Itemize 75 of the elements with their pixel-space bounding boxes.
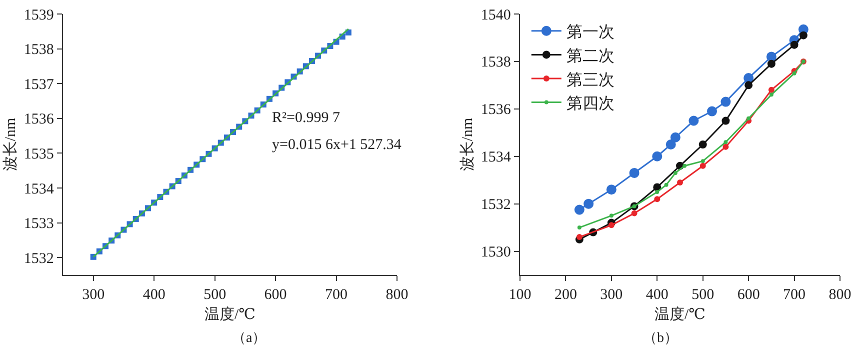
x-tick-label: 400 [646,287,668,304]
point [799,31,808,40]
point [724,140,728,144]
y-tick-label: 1532 [480,197,511,214]
point [682,164,687,168]
point [792,71,796,76]
y-tick-label: 1534 [480,150,512,166]
x-tick-label: 300 [82,287,105,304]
text: （b） [643,331,678,346]
x-tick-label: 600 [264,287,287,304]
point [664,182,668,187]
point [666,140,676,150]
point [629,168,640,178]
x-tick-label: 500 [204,287,226,304]
x-tick-label: 700 [783,287,806,304]
point [584,198,594,209]
point [654,196,660,202]
point [769,92,774,97]
point [673,170,678,175]
y-tick-label: 1530 [480,244,511,261]
y-tick-label: 1533 [24,216,54,232]
y-tick-label: 1538 [24,42,54,58]
point [574,204,584,215]
point [652,151,662,162]
point [707,106,717,116]
x-tick-label: 300 [600,287,623,304]
x-tick-label: 600 [737,287,760,304]
y-tick-label: 1535 [24,146,54,162]
point [655,190,660,194]
x-tick-label: 200 [554,287,577,304]
y-axis-title: 波长/nm [459,118,476,172]
y-tick-label: 1536 [24,112,54,128]
x-axis-title: 温度/℃ [204,306,256,324]
text: （a） [232,331,266,346]
y-axis-title: 波长/nm [2,118,20,172]
point [790,40,798,49]
legend-label: 第二次 [566,48,614,65]
legend-label: 第四次 [566,96,614,113]
point [698,140,707,148]
point [670,132,680,142]
point [768,86,774,93]
y-tick-label: 1539 [24,7,54,24]
point [720,96,731,107]
point [746,116,751,120]
x-tick-label: 800 [386,287,408,304]
point [700,162,706,169]
y-tick-label: 1532 [24,250,54,267]
point [577,226,582,230]
point [700,159,705,164]
x-tick-label: 700 [325,287,348,304]
legend-label: 第一次 [566,24,614,42]
y-tick-label: 1537 [24,76,54,93]
point [609,214,614,218]
point [722,116,730,125]
legend-label: 第三次 [566,72,614,89]
y-tick-label: 1538 [480,54,511,71]
x-tick-label: 500 [692,287,714,304]
x-axis-title: 温度/℃ [654,306,706,324]
y-tick-label: 1534 [24,181,54,198]
annotation: R²=0.999 7 [272,110,340,126]
point [722,144,729,150]
annotation: y=0.015 6x+1 527.34 [272,137,402,153]
point [576,234,582,240]
y-tick-label: 1540 [480,7,511,24]
point [606,184,616,195]
point [688,116,699,126]
x-tick-label: 400 [142,287,166,304]
y-tick-label: 1536 [480,102,512,118]
point [608,222,614,228]
point [677,179,683,186]
x-tick-label: 100 [508,287,532,304]
point [744,81,753,90]
x-tick-label: 800 [828,287,852,304]
point [631,210,638,216]
point [767,60,776,68]
